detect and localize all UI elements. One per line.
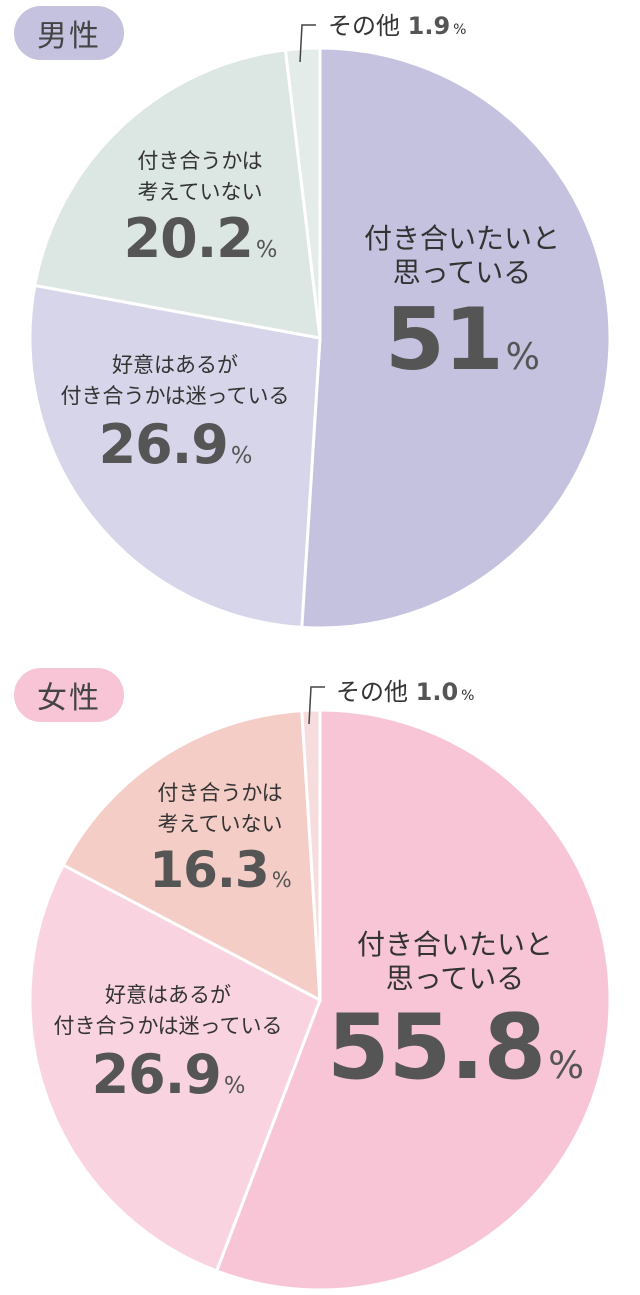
female-other-leader-line xyxy=(308,686,325,725)
female-pie-slice-3 xyxy=(300,708,322,1001)
male-pie-slice-1 xyxy=(28,283,322,630)
male-pie-slice-2 xyxy=(33,48,322,340)
male-label-want: 付き合いたいと 思っている 51% xyxy=(363,222,561,390)
female-pie-slice-2 xyxy=(61,708,322,1003)
female-pie-slice-1 xyxy=(28,863,322,1273)
male-label-hesitating: 好意はあるが 付き合うかは迷っている 26.9% xyxy=(60,353,290,476)
male-other-label: その他 1.9% xyxy=(328,12,467,40)
female-label-want: 付き合いたいと 思っている 55.8% xyxy=(327,928,584,1100)
male-label-notconsidering: 付き合うかは 考えていない 20.2% xyxy=(123,149,278,270)
female-label-hesitating: 好意はあるが 付き合うかは迷っている 26.9% xyxy=(53,983,283,1106)
female-pie-slice-0 xyxy=(214,708,612,1292)
male-title-pill: 男性 xyxy=(14,6,124,60)
male-pie-slice-3 xyxy=(283,46,322,339)
female-other-label: その他 1.0% xyxy=(336,678,475,706)
male-other-leader-line xyxy=(299,24,316,63)
female-title-pill: 女性 xyxy=(14,668,124,722)
male-pie-slice-0 xyxy=(300,46,612,630)
female-label-notconsidering: 付き合うかは 考えていない 16.3% xyxy=(149,781,291,899)
